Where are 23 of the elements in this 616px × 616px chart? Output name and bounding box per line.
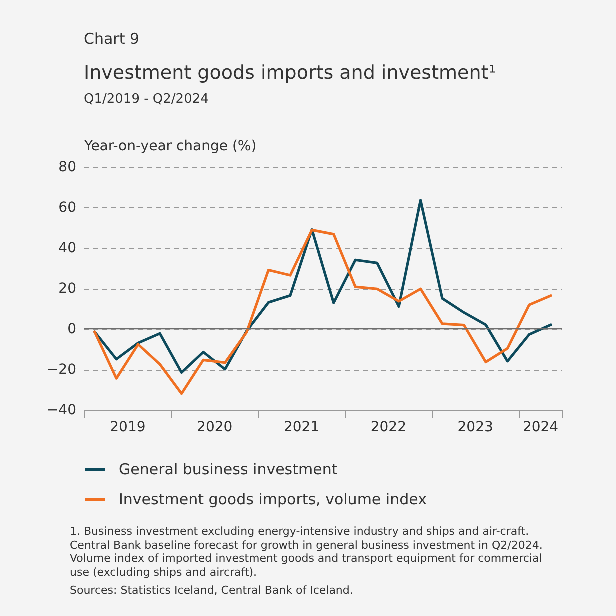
x-tick-label: 2021	[284, 420, 320, 436]
y-tick-label: 80	[58, 160, 76, 176]
y-tick-label: 20	[58, 281, 76, 297]
y-axis-title: Year-on-year change (%)	[84, 138, 257, 154]
legend-label: General business investment	[119, 460, 338, 478]
source-note: Sources: Statistics Iceland, Central Bank of Iceland.	[70, 584, 354, 598]
chart-title: Investment goods imports and investment¹	[84, 62, 496, 84]
x-tick-label: 2023	[458, 420, 494, 436]
y-tick-label: −40	[46, 402, 76, 418]
text: 1. Business investment excluding energy-intensive industry and ships and air-craft. Central Bank baseline forecast for growth in general business investment in Q2/2024. Volume index of imported investment goods and transport equipment for commercial use (excluding ships and aircraft).	[70, 525, 544, 579]
x-tick-label: 2024	[522, 420, 559, 436]
legend-label: Investment goods imports, volume index	[119, 490, 428, 508]
line-series	[94, 199, 552, 374]
chart-subtitle: Q1/2019 - Q2/2024	[84, 92, 209, 107]
y-tick-label: 60	[58, 200, 76, 216]
y-tick-label: 0	[68, 322, 76, 338]
caption: Chart 9	[84, 30, 140, 48]
x-tick-label: 2022	[370, 420, 406, 436]
x-tick-label: 2019	[110, 420, 146, 436]
y-tick-label: −20	[46, 362, 76, 378]
y-tick-label: 40	[58, 240, 76, 256]
x-tick-label: 2020	[197, 420, 233, 436]
line-series	[94, 228, 552, 396]
